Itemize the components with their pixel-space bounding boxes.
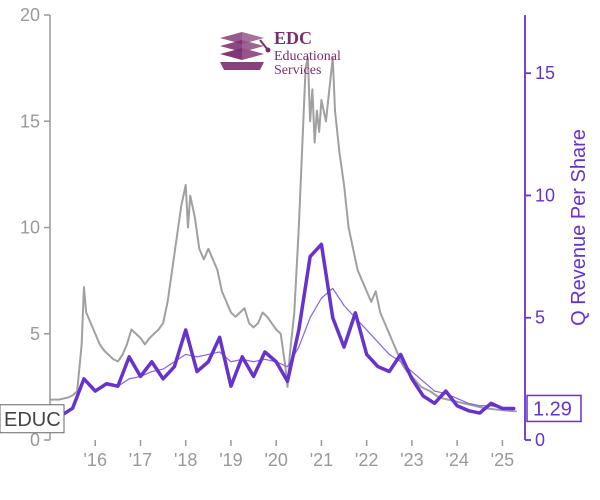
x-tick-label: '16: [84, 450, 107, 470]
logo-sub2-text: Services: [274, 63, 321, 78]
x-tick-label: '22: [355, 450, 378, 470]
x-tick-label: '20: [264, 450, 287, 470]
right-tick-label: 10: [535, 185, 555, 205]
right-tick-label: 15: [535, 63, 555, 83]
x-tick-label: '23: [400, 450, 423, 470]
x-tick-label: '19: [219, 450, 242, 470]
x-tick-label: '21: [310, 450, 333, 470]
left-tick-label: 20: [20, 5, 40, 25]
logo-main-text: EDC: [274, 28, 312, 48]
left-tick-label: 5: [30, 324, 40, 344]
left-tick-label: 10: [20, 218, 40, 238]
stock-revenue-chart: 05101520051015Q Revenue Per Share'16'17'…: [0, 0, 600, 500]
logo-sub1-text: Educational: [274, 49, 341, 64]
left-tick-label: 15: [20, 111, 40, 131]
ticker-label: EDUC: [4, 409, 61, 431]
x-tick-label: '25: [491, 450, 514, 470]
right-tick-label: 5: [535, 308, 545, 328]
chart-svg: 05101520051015Q Revenue Per Share'16'17'…: [0, 0, 600, 500]
x-tick-label: '24: [445, 450, 468, 470]
current-value-label: 1.29: [533, 398, 572, 420]
x-tick-label: '18: [174, 450, 197, 470]
x-tick-label: '17: [129, 450, 152, 470]
right-axis-label: Q Revenue Per Share: [568, 129, 590, 326]
right-tick-label: 0: [535, 430, 545, 450]
